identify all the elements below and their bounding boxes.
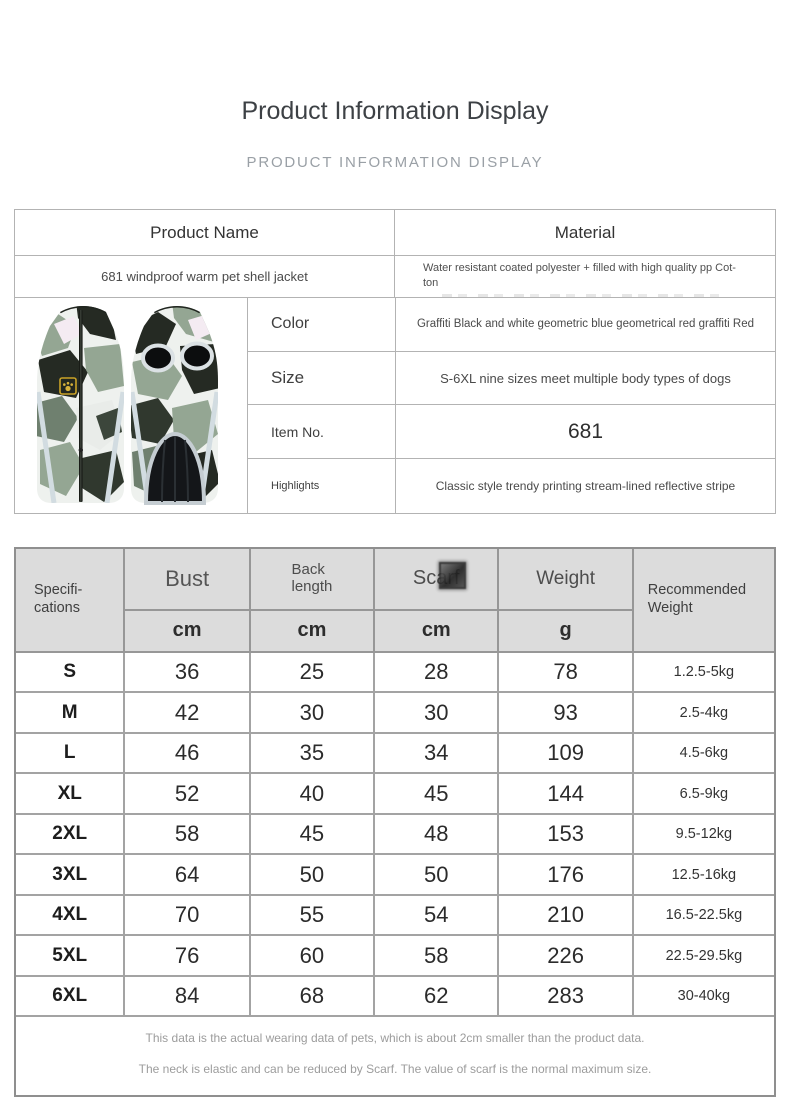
size-table-cell: 36 [125,652,251,694]
size-table-cell: 48 [375,814,500,856]
size-chart-card: Specifi- cations Bust Back length Scarf … [14,546,776,1097]
size-row-label: XL [16,774,126,815]
size-row-label: 3XL [16,855,126,896]
detail-label-color: Color [248,298,396,352]
product-info-header-row: Product Name Material [15,210,775,256]
size-row-label: S [16,652,126,694]
product-info-value-row: 681 windproof warm pet shell jacket Wate… [15,256,775,298]
leg-holes [141,341,214,373]
paw-icon [59,377,77,396]
size-table-cell: 42 [125,693,251,734]
size-table-cell: 93 [499,693,634,734]
detail-value-size: S-6XL nine sizes meet multiple body type… [396,352,775,406]
size-table-cell: 50 [250,855,376,896]
size-table-cell: 54 [375,895,500,937]
col-header-weight: Weight [499,548,634,611]
size-table-cell: 34 [375,733,500,775]
size-table-cell: 78 [499,652,634,694]
detail-label-size: Size [248,351,396,406]
note-line-1: This data is the actual wearing data of … [145,1031,645,1046]
size-table-cell: 76 [125,936,251,977]
unit-bust-cm: cm [125,610,251,653]
size-table-cell: 2.5-4kg [633,693,774,734]
size-table-cell: 52 [125,774,251,815]
size-table-cell: 22.5-29.5kg [633,936,774,977]
size-table-cell: 4.5-6kg [633,733,774,775]
size-table-cell: 64 [125,855,251,896]
size-chart-notes: This data is the actual wearing data of … [16,1017,774,1095]
unit-weight-g: g [499,610,634,653]
detail-value-highlights: Classic style trendy printing stream-lin… [435,478,736,493]
material-text: Water resistant coated polyester + fille… [423,262,736,289]
size-table-cell: 60 [250,936,376,977]
size-table-cell: 12.5-16kg [633,855,774,896]
size-table-cell: 58 [125,814,251,856]
size-table-cell: 84 [125,976,251,1018]
size-table-cell: 144 [499,774,634,815]
size-table-cell: 68 [250,976,376,1018]
product-photo-cell [15,298,248,513]
size-table-cell: 25 [250,652,376,694]
product-detail-grid: Color Graffiti Black and white geometric… [15,298,775,513]
size-row-label: 6XL [16,976,126,1018]
size-table-cell: 6.5-9kg [633,774,774,815]
size-table-cell: 283 [499,976,634,1018]
size-table-cell: 109 [499,733,634,775]
size-table-cell: 35 [250,733,376,775]
size-table-cell: 176 [499,855,634,896]
unit-back-length-cm: cm [250,610,376,653]
size-table-cell: 9.5-12kg [633,814,774,856]
inner-lining [143,432,207,506]
size-table-cell: 45 [375,774,500,815]
glitch-artifact [438,561,466,589]
size-row-label: 4XL [16,895,126,937]
size-table-cell: 30-40kg [633,976,774,1018]
col-header-recommended-weight: Recommended Weight [633,548,774,653]
product-name-header: Product Name [15,210,395,256]
col-header-specifications: Specifi- cations [16,548,126,653]
size-chart-table: Specifi- cations Bust Back length Scarf … [16,548,774,1018]
size-table-cell: 16.5-22.5kg [633,895,774,937]
page-subtitle: PRODUCT INFORMATION DISPLAY [246,154,544,171]
size-table-cell: 40 [250,774,376,815]
detail-label-item-no: Item No. [248,405,396,460]
product-photo [37,306,218,506]
size-row-label: 5XL [16,936,126,977]
col-header-bust: Bust [125,548,251,611]
page-title: Product Information Display [241,97,549,125]
size-table-cell: 50 [375,855,500,896]
material-value: Water resistant coated polyester + fille… [395,256,775,298]
size-table-cell: 153 [499,814,634,856]
zipper [78,310,83,503]
reflective-stripe [104,392,124,504]
size-table-cell: 210 [499,895,634,937]
size-row-label: M [16,693,126,734]
size-table-cell: 28 [375,652,500,694]
size-table-cell: 45 [250,814,376,856]
detail-label-highlights: Highlights [248,459,396,513]
detail-value-item-no: 681 [396,405,775,460]
size-row-label: L [16,733,126,775]
material-header: Material [395,210,775,256]
product-info-card: Product Name Material 681 windproof warm… [14,209,776,514]
col-header-back-length: Back length [250,548,376,611]
clipped-text-artifact [442,293,728,297]
size-table-cell: 30 [375,693,500,734]
size-table-cell: 58 [375,936,500,977]
size-table-cell: 70 [125,895,251,937]
col-header-scarf: Scarf [375,548,500,611]
size-row-label: 2XL [16,814,126,856]
size-table-cell: 55 [250,895,376,937]
size-table-cell: 226 [499,936,634,977]
size-table-cell: 46 [125,733,251,775]
product-name-value: 681 windproof warm pet shell jacket [15,256,395,298]
unit-scarf-cm: cm [375,610,500,653]
size-table-cell: 30 [250,693,376,734]
note-line-2: The neck is elastic and can be reduced b… [138,1062,652,1077]
reflective-stripe [37,392,57,504]
size-table-cell: 62 [375,976,500,1018]
detail-value-color: Graffiti Black and white geometric blue … [396,298,775,352]
size-table-cell: 1.2.5-5kg [633,652,774,694]
